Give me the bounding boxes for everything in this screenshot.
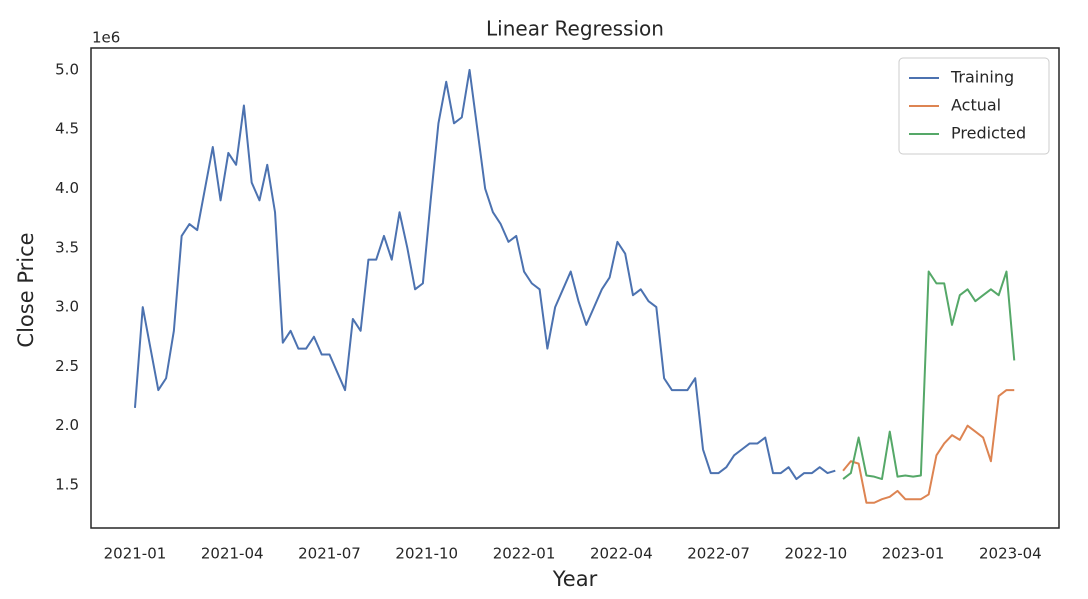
x-tick-label: 2021-07 xyxy=(298,545,361,563)
y-axis-label: Close Price xyxy=(14,232,38,347)
x-tick-label: 2022-07 xyxy=(687,545,750,563)
y-tick-label: 3.5 xyxy=(55,238,79,256)
legend-label: Training xyxy=(950,68,1014,87)
x-tick-label: 2022-01 xyxy=(493,545,556,563)
x-tick-label: 2022-04 xyxy=(590,545,653,563)
y-tick-label: 4.5 xyxy=(55,120,79,138)
y-tick-label: 2.5 xyxy=(55,357,79,375)
y-offset-label: 1e6 xyxy=(92,29,120,47)
x-tick-label: 2022-10 xyxy=(784,545,847,563)
x-tick-label: 2021-10 xyxy=(395,545,458,563)
x-tick-label: 2021-01 xyxy=(104,545,167,563)
chart-title: Linear Regression xyxy=(486,17,664,41)
legend-label: Actual xyxy=(951,96,1001,115)
x-tick-label: 2023-01 xyxy=(882,545,945,563)
x-axis-label: Year xyxy=(552,567,598,591)
series-line xyxy=(842,270,1016,481)
x-tick-label: 2021-04 xyxy=(201,545,264,563)
series-line xyxy=(133,68,836,481)
y-tick-label: 5.0 xyxy=(55,60,79,78)
plot-frame xyxy=(90,47,1060,529)
y-tick-label: 1.5 xyxy=(55,475,79,493)
legend-box xyxy=(898,57,1050,155)
legend-label: Predicted xyxy=(951,124,1026,143)
y-tick-label: 2.0 xyxy=(55,416,79,434)
x-tick-label: 2023-04 xyxy=(979,545,1042,563)
y-tick-label: 4.0 xyxy=(55,179,79,197)
series-line xyxy=(842,389,1015,504)
y-tick-label: 3.0 xyxy=(55,298,79,316)
